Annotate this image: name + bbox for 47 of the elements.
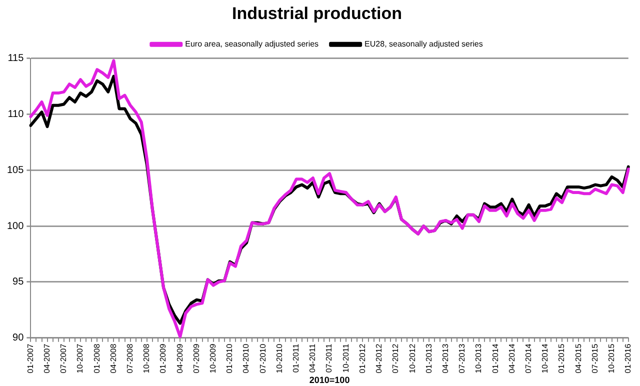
legend-label: Euro area, seasonally adjusted series [185, 40, 319, 49]
x-tick-label: 07-2008 [126, 343, 135, 374]
x-tick-label: 07-2007 [59, 343, 68, 374]
y-tick-label: 110 [8, 109, 24, 120]
x-tick-label: 04-2015 [574, 343, 583, 374]
x-tick-label: 10-2008 [142, 343, 152, 374]
x-tick-label: 10-2014 [540, 343, 550, 374]
x-tick-label: 10-2007 [76, 343, 85, 374]
x-tick-label: 01-2012 [358, 343, 367, 374]
x-tick-label: 07-2009 [192, 343, 201, 374]
x-tick-label: 04-2012 [374, 343, 384, 374]
y-tick-label: 95 [12, 276, 24, 288]
x-tick-label: 01-2013 [424, 343, 434, 374]
x-tick-label: 04-2009 [175, 343, 184, 374]
x-tick-label: 01-2008 [92, 343, 102, 374]
y-tick-label: 115 [8, 53, 24, 64]
x-tick-label: 10-2012 [408, 343, 417, 374]
x-tick-label: 01-2011 [292, 343, 301, 373]
x-tick-label: 01-2014 [490, 343, 500, 374]
x-tick-label: 01-2016 [624, 343, 633, 374]
x-tick-label: 01-2009 [158, 343, 168, 374]
x-tick-label: 01-2015 [557, 343, 566, 374]
x-tick-label: 07-2014 [524, 343, 533, 374]
x-tick-label: 04-2014 [507, 343, 516, 374]
x-tick-label: 04-2008 [108, 343, 118, 374]
y-tick-label: 90 [12, 332, 24, 344]
x-tick-label: 07-2013 [458, 343, 467, 374]
x-tick-label: 10-2011 [341, 343, 350, 373]
x-tick-label: 04-2011 [308, 343, 318, 373]
x-tick-label: 07-2012 [391, 343, 400, 374]
x-tick-label: 04-2010 [242, 343, 251, 374]
x-tick-label: 04-2007 [42, 343, 52, 374]
y-tick-label: 105 [6, 164, 24, 176]
x-tick-label: 07-2011 [324, 343, 334, 373]
x-tick-label: 10-2015 [607, 343, 616, 374]
chart-title: Industrial production [232, 4, 402, 23]
x-tick-label: 10-2010 [274, 343, 284, 374]
legend-label: EU28, seasonally adjusted series [364, 40, 483, 49]
x-tick-label: 01-2007 [26, 343, 35, 374]
x-tick-label: 07-2015 [590, 343, 600, 374]
x-tick-label: 10-2013 [474, 343, 484, 374]
x-tick-label: 10-2009 [208, 343, 218, 374]
x-axis-title: 2010=100 [309, 375, 350, 386]
x-tick-label: 07-2010 [258, 343, 268, 374]
x-tick-label: 01-2010 [225, 343, 234, 374]
x-tick-label: 04-2013 [440, 343, 450, 374]
y-tick-label: 100 [6, 220, 24, 232]
